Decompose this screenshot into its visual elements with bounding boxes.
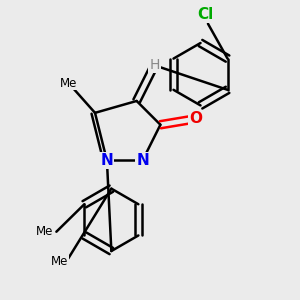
Text: N: N <box>136 153 149 168</box>
Text: Me: Me <box>36 225 53 238</box>
Text: Me: Me <box>60 76 77 90</box>
Text: N: N <box>100 153 113 168</box>
Text: Me: Me <box>51 255 68 268</box>
Text: O: O <box>190 111 202 126</box>
Text: Cl: Cl <box>197 7 213 22</box>
Text: H: H <box>149 58 160 72</box>
